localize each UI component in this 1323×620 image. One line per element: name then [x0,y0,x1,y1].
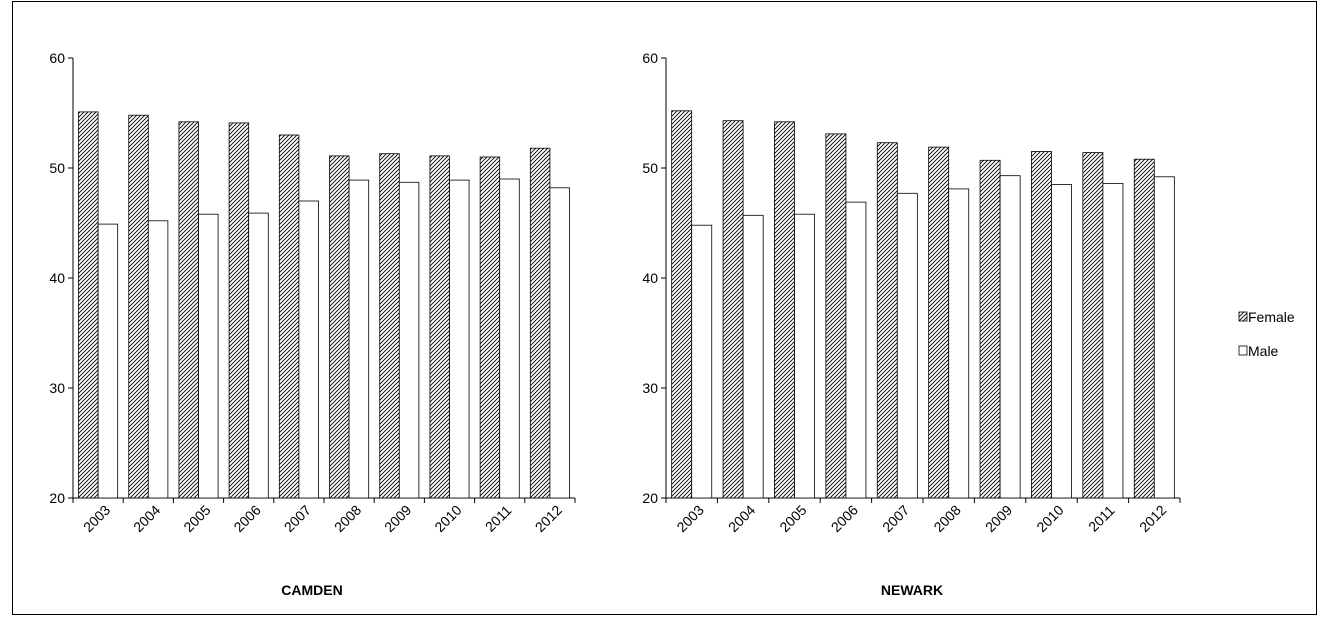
bar-male-2004 [147,220,169,499]
bar-male-2003 [97,223,119,499]
bar-male-2003 [691,224,713,499]
bar-female-2012 [529,147,551,499]
bar-male-2011 [499,178,520,499]
bar-female-2011 [1082,152,1104,499]
y-tick-label: 40 [49,270,65,286]
bar-female-2009 [979,159,1001,499]
bar-female-2007 [278,134,300,499]
x-tick-label: 2011 [1085,502,1118,535]
bar-female-2007 [876,142,898,499]
y-tick-label: 20 [49,490,65,506]
bar-female-2003 [671,110,693,499]
bar-male-2008 [948,188,970,499]
bar-male-2007 [298,200,319,499]
chart-title-camden: CAMDEN [281,582,342,598]
bar-male-2010 [1051,184,1072,499]
y-tick-label: 60 [49,50,65,66]
x-tick-label: 2006 [230,502,263,535]
bar-male-2004 [742,214,764,499]
legend-label-male: Male [1248,343,1279,359]
chart-frame [12,1,1317,615]
legend: Female Male [1238,309,1295,359]
bar-female-2005 [774,121,795,499]
y-tick-label: 30 [642,380,658,396]
bar-male-2011 [1102,182,1124,499]
y-tick-label: 60 [642,50,658,66]
legend-item-male: Male [1238,343,1279,359]
bar-female-2008 [329,155,350,499]
bar-male-2005 [198,213,219,499]
bar-female-2003 [78,111,99,499]
x-tick-label: 2006 [828,502,861,535]
x-tick-label: 2003 [80,502,113,535]
bar-female-2010 [429,155,450,499]
bar-male-2008 [348,179,370,499]
bar-female-2004 [722,120,744,499]
bar-female-2009 [379,153,400,499]
legend-label-female: Female [1248,309,1295,325]
chart-title-newark: NEWARK [881,582,943,598]
chart-panel-newark: 20 30 40 50 60 2003 2004 2005 2006 2007 2008 2009 20… [642,50,1181,598]
x-tick-label: 2007 [879,502,912,535]
bar-male-2009 [999,175,1021,499]
x-tick-label: 2010 [1033,502,1066,535]
x-tick-label: 2011 [482,502,515,535]
x-tick-label: 2009 [381,502,414,535]
bar-male-2009 [398,181,420,499]
x-tick-label: 2010 [431,502,464,535]
bar-female-2006 [228,122,250,499]
bar-female-2010 [1031,151,1052,499]
bar-female-2006 [825,133,847,499]
x-tick-label: 2008 [930,502,963,535]
x-tick-label: 2009 [982,502,1015,535]
y-tick-label: 20 [642,490,658,506]
y-tick-label: 50 [642,160,658,176]
x-tick-label: 2007 [281,502,314,535]
y-tick-label: 30 [49,380,65,396]
x-tick-label: 2012 [1136,502,1169,535]
x-tick-label: 2005 [776,502,809,535]
y-tick-label: 50 [49,160,65,176]
bar-female-2004 [128,114,149,499]
y-tick-label: 40 [642,270,658,286]
x-tick-label: 2005 [180,502,213,535]
legend-swatch-female [1238,311,1248,322]
bar-male-2007 [896,192,918,499]
bar-male-2010 [449,179,470,499]
bar-male-2005 [794,213,815,499]
bar-male-2006 [248,212,269,499]
x-tick-label: 2008 [331,502,364,535]
legend-item-female: Female [1238,309,1295,325]
x-tick-label: 2004 [130,502,163,535]
chart-panel-camden: 20 30 40 50 60 2003 2004 2005 2006 2007 2008 2009 20… [49,50,576,598]
bar-male-2012 [1153,176,1175,499]
x-tick-label: 2003 [673,502,706,535]
legend-swatch-male [1238,345,1248,356]
bar-female-2011 [479,156,501,499]
bar-female-2008 [928,146,950,499]
x-tick-label: 2004 [725,502,758,535]
bar-male-2006 [845,201,867,499]
x-tick-label: 2012 [532,502,565,535]
bar-female-2005 [178,121,199,499]
bar-male-2012 [549,187,570,499]
bar-female-2012 [1133,158,1155,499]
